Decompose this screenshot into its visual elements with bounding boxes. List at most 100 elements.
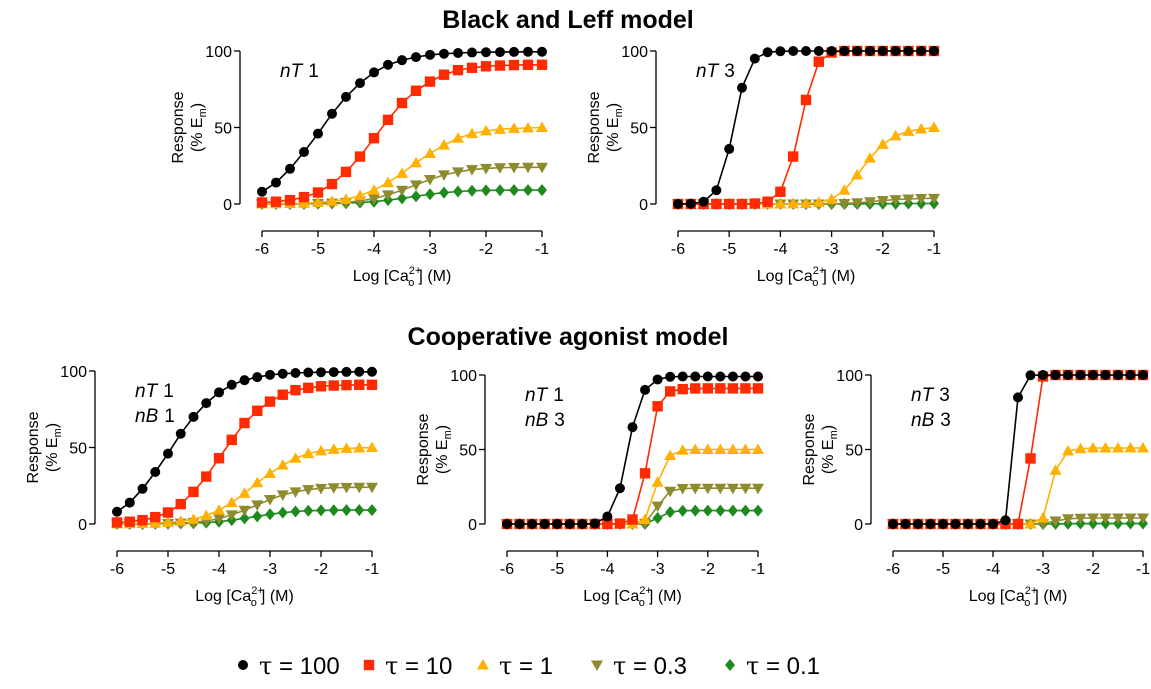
data-point bbox=[213, 453, 225, 464]
data-point bbox=[354, 151, 366, 162]
data-point bbox=[677, 371, 688, 382]
data-point bbox=[715, 371, 726, 382]
series-circle bbox=[673, 46, 939, 209]
data-point bbox=[327, 483, 340, 494]
y-axis-label-line2-post: ) bbox=[44, 423, 61, 428]
data-point bbox=[737, 82, 747, 93]
x-axis-label-sup: 2+ bbox=[813, 265, 826, 277]
data-point bbox=[439, 186, 449, 199]
data-point bbox=[690, 383, 701, 394]
x-tick-label: -2 bbox=[314, 561, 328, 578]
y-axis-label: Response (% Em) bbox=[170, 91, 209, 163]
data-point bbox=[201, 398, 212, 409]
data-point bbox=[150, 511, 161, 523]
data-point bbox=[382, 176, 394, 188]
data-point bbox=[252, 405, 263, 416]
x-tick-label: -2 bbox=[479, 241, 493, 258]
x-axis-label: Log [Ca2+ o] (M) bbox=[757, 265, 856, 289]
y-axis-label-line2-post: ) bbox=[820, 425, 837, 430]
data-point bbox=[539, 519, 550, 529]
y-axis-label-line2-post: ) bbox=[434, 425, 451, 430]
x-tick-label: -6 bbox=[255, 241, 269, 258]
data-point bbox=[877, 46, 888, 56]
data-point bbox=[397, 192, 407, 205]
data-point bbox=[1000, 515, 1011, 526]
data-point bbox=[711, 198, 722, 210]
data-point bbox=[1063, 370, 1073, 380]
data-point bbox=[749, 198, 760, 209]
data-point bbox=[714, 443, 727, 454]
data-point bbox=[698, 196, 709, 207]
data-point bbox=[752, 483, 764, 495]
data-point bbox=[256, 197, 268, 208]
data-point bbox=[481, 184, 491, 197]
y-tick-label: 50 bbox=[214, 121, 232, 138]
y-tick-label: 0 bbox=[639, 197, 648, 214]
data-point bbox=[1013, 392, 1023, 403]
data-point bbox=[702, 371, 713, 382]
section-title-cooperative: Cooperative agonist model bbox=[408, 323, 729, 351]
data-point bbox=[480, 124, 492, 136]
y-tick-label: 50 bbox=[459, 443, 477, 460]
data-point bbox=[424, 76, 436, 87]
data-point bbox=[480, 61, 492, 72]
data-point bbox=[652, 512, 663, 525]
data-point bbox=[410, 180, 422, 191]
data-point bbox=[739, 443, 752, 454]
data-point bbox=[238, 505, 251, 517]
data-point bbox=[787, 197, 800, 209]
data-point bbox=[536, 121, 548, 132]
data-point bbox=[467, 184, 477, 197]
data-point bbox=[988, 519, 998, 529]
data-point bbox=[1012, 518, 1024, 530]
x-tick-label: -4 bbox=[986, 561, 1000, 578]
data-point bbox=[702, 383, 713, 394]
data-point bbox=[453, 47, 463, 58]
data-point bbox=[238, 487, 251, 498]
data-point bbox=[188, 411, 199, 422]
x-tick-label: -2 bbox=[876, 241, 890, 258]
data-point bbox=[1112, 513, 1124, 525]
data-point bbox=[664, 449, 677, 460]
data-point bbox=[438, 170, 450, 181]
data-point bbox=[775, 186, 786, 197]
x-axis-label-sup: 2+ bbox=[251, 585, 264, 597]
series-square bbox=[256, 59, 548, 208]
x-tick-label: -6 bbox=[500, 561, 514, 578]
data-point bbox=[302, 447, 315, 459]
y-tick-label: 100 bbox=[60, 364, 87, 381]
y-axis-label-line2-sub: m bbox=[197, 108, 209, 117]
data-point bbox=[775, 46, 786, 57]
data-point bbox=[702, 504, 713, 517]
data-point bbox=[639, 468, 651, 479]
data-point bbox=[252, 372, 263, 383]
data-point bbox=[410, 85, 422, 96]
legend-tau: τ bbox=[613, 652, 626, 680]
data-point bbox=[876, 138, 889, 149]
x-axis-label-sup: 2+ bbox=[1025, 585, 1038, 597]
data-point bbox=[355, 78, 365, 89]
data-point bbox=[316, 367, 326, 378]
x-tick-label: -2 bbox=[701, 561, 715, 578]
data-point bbox=[340, 482, 353, 494]
parameter-annotation: nB 1 bbox=[135, 406, 175, 427]
data-point bbox=[187, 513, 200, 524]
data-point bbox=[800, 94, 812, 106]
series-circle bbox=[502, 371, 763, 529]
data-point bbox=[369, 67, 379, 78]
data-point bbox=[315, 381, 327, 392]
y-tick-label: 50 bbox=[69, 441, 87, 458]
data-point bbox=[174, 515, 187, 526]
series-circle bbox=[257, 46, 547, 197]
parameter-annotation: nT 1 bbox=[135, 381, 174, 402]
data-point bbox=[627, 514, 638, 525]
parameter-value: 3 bbox=[554, 410, 565, 431]
data-point bbox=[303, 504, 314, 517]
data-point bbox=[328, 380, 339, 391]
data-point bbox=[366, 441, 378, 452]
data-point bbox=[915, 193, 928, 205]
legend-item: τ = 0.3 bbox=[591, 652, 687, 680]
data-point bbox=[382, 190, 394, 201]
x-tick-label: -5 bbox=[161, 561, 175, 578]
